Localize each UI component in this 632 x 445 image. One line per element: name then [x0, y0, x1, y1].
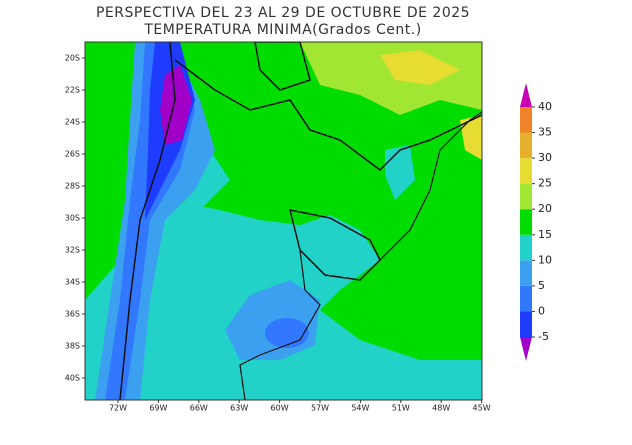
lon-label: 54W — [351, 404, 369, 413]
colorbar-label: 35 — [538, 126, 552, 139]
colorbar-segment — [520, 260, 532, 286]
lon-label: 72W — [109, 404, 127, 413]
lat-label: 40S — [65, 374, 80, 383]
colorbar-label: 15 — [538, 228, 552, 241]
lat-label: 20S — [65, 54, 80, 63]
colorbar-segment — [520, 234, 532, 261]
lat-label: 24S — [65, 118, 80, 127]
lat-label: 26S — [65, 150, 80, 159]
colorbar-label: -5 — [538, 330, 549, 343]
lat-label: 34S — [65, 278, 80, 287]
lat-label: 32S — [65, 246, 80, 255]
colorbar-label: 0 — [538, 304, 545, 317]
lat-label: 22S — [65, 86, 80, 95]
colorbar-label: 5 — [538, 279, 545, 292]
lat-label: 28S — [65, 182, 80, 191]
colorbar-segment — [520, 132, 532, 159]
lon-label: 51W — [392, 404, 410, 413]
colorbar-segment — [520, 209, 532, 235]
lon-label: 66W — [190, 404, 208, 413]
colorbar-label: 40 — [538, 100, 552, 113]
lat-label: 38S — [65, 342, 80, 351]
map-field — [85, 42, 482, 400]
colorbar-label: 30 — [538, 151, 552, 164]
colorbar-lower-extend — [520, 337, 532, 361]
title: PERSPECTIVA DEL 23 AL 29 DE OCTUBRE DE 2… — [96, 5, 470, 21]
lon-label: 63W — [230, 404, 248, 413]
subtitle: TEMPERATURA MINIMA(Grados Cent.) — [143, 22, 421, 38]
map-frame — [84, 41, 483, 401]
lat-label: 36S — [65, 310, 80, 319]
colorbar-segment — [520, 311, 532, 337]
lat-label: 30S — [65, 214, 80, 223]
lon-label: 57W — [311, 404, 329, 413]
colorbar-segment — [520, 285, 532, 312]
colorbar-segment — [520, 158, 532, 184]
colorbar-label: 25 — [538, 177, 552, 190]
colorbar-segment — [520, 183, 532, 210]
lon-label: 48W — [432, 404, 450, 413]
colorbar-label: 10 — [538, 253, 552, 266]
colorbar-label: 20 — [538, 202, 552, 215]
lon-label: 45W — [473, 404, 491, 413]
lon-label: 60W — [271, 404, 289, 413]
colorbar-upper-extend — [520, 83, 532, 107]
colorbar-segment — [520, 107, 532, 133]
lon-label: 69W — [149, 404, 167, 413]
